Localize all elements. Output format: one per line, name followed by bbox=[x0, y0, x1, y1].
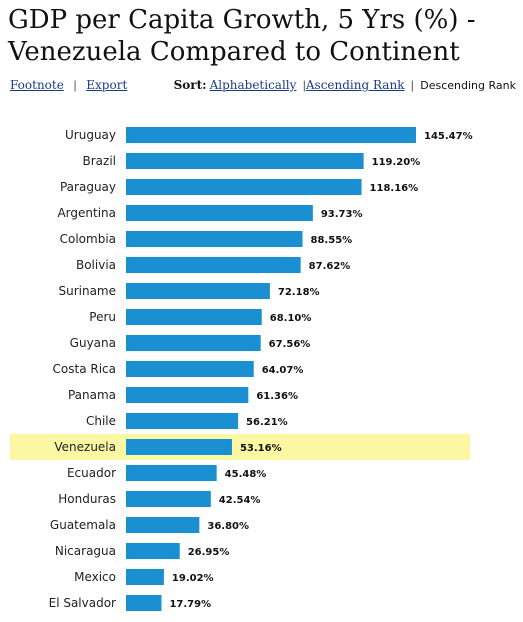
bar-bolivia[interactable] bbox=[126, 257, 301, 273]
category-label-chile: Chile bbox=[86, 414, 116, 428]
footnote-link[interactable]: Footnote bbox=[10, 78, 64, 92]
category-label-el-salvador: El Salvador bbox=[49, 596, 116, 610]
chart-title: GDP per Capita Growth, 5 Yrs (%) - Venez… bbox=[8, 4, 476, 68]
bar-peru[interactable] bbox=[126, 309, 262, 325]
value-label-ecuador: 45.48% bbox=[225, 469, 267, 480]
separator: | bbox=[66, 78, 84, 92]
category-label-guyana: Guyana bbox=[70, 336, 116, 350]
sort-label: Sort: bbox=[173, 78, 207, 92]
bar-argentina[interactable] bbox=[126, 205, 313, 221]
value-label-paraguay: 118.16% bbox=[370, 183, 419, 194]
bar-honduras[interactable] bbox=[126, 491, 211, 507]
highlight-row-venezuela bbox=[10, 434, 470, 460]
bar-brazil[interactable] bbox=[126, 153, 364, 169]
value-label-venezuela: 53.16% bbox=[240, 443, 282, 454]
separator: | bbox=[407, 78, 418, 92]
value-label-guyana: 67.56% bbox=[269, 339, 311, 350]
category-label-brazil: Brazil bbox=[83, 154, 117, 168]
bar-nicaragua[interactable] bbox=[126, 543, 180, 559]
value-label-costa-rica: 64.07% bbox=[262, 365, 304, 376]
value-label-mexico: 19.02% bbox=[172, 573, 214, 584]
category-label-honduras: Honduras bbox=[58, 492, 116, 506]
bar-panama[interactable] bbox=[126, 387, 249, 403]
value-label-nicaragua: 26.95% bbox=[188, 547, 230, 558]
value-label-bolivia: 87.62% bbox=[309, 261, 351, 272]
bar-guatemala[interactable] bbox=[126, 517, 200, 533]
sort-descending-current: Descending Rank bbox=[420, 79, 516, 92]
bar-ecuador[interactable] bbox=[126, 465, 217, 481]
category-label-paraguay: Paraguay bbox=[60, 180, 116, 194]
category-label-bolivia: Bolivia bbox=[76, 258, 116, 272]
value-label-honduras: 42.54% bbox=[219, 495, 261, 506]
category-label-mexico: Mexico bbox=[74, 570, 116, 584]
value-label-argentina: 93.73% bbox=[321, 209, 363, 220]
separator: | bbox=[299, 78, 306, 92]
category-label-colombia: Colombia bbox=[60, 232, 116, 246]
sort-ascending-link[interactable]: Ascending Rank bbox=[305, 78, 405, 92]
value-label-peru: 68.10% bbox=[270, 313, 312, 324]
bar-uruguay[interactable] bbox=[126, 127, 416, 143]
value-label-colombia: 88.55% bbox=[311, 235, 353, 246]
category-label-uruguay: Uruguay bbox=[65, 128, 116, 142]
value-label-chile: 56.21% bbox=[246, 417, 288, 428]
category-label-guatemala: Guatemala bbox=[50, 518, 116, 532]
value-label-el-salvador: 17.79% bbox=[169, 599, 211, 610]
bar-el-salvador[interactable] bbox=[126, 595, 162, 611]
bar-paraguay[interactable] bbox=[126, 179, 362, 195]
category-label-costa-rica: Costa Rica bbox=[53, 362, 116, 376]
category-label-venezuela: Venezuela bbox=[54, 440, 116, 454]
value-label-uruguay: 145.47% bbox=[424, 131, 473, 142]
sort-controls: Sort: Alphabetically |Ascending Rank | D… bbox=[174, 76, 516, 95]
export-link[interactable]: Export bbox=[86, 78, 128, 92]
category-label-suriname: Suriname bbox=[58, 284, 116, 298]
bar-suriname[interactable] bbox=[126, 283, 270, 299]
bar-venezuela[interactable] bbox=[126, 439, 232, 455]
bar-chile[interactable] bbox=[126, 413, 239, 429]
value-label-brazil: 119.20% bbox=[372, 157, 421, 168]
bar-guyana[interactable] bbox=[126, 335, 261, 351]
left-links: Footnote | Export bbox=[10, 76, 127, 94]
bar-mexico[interactable] bbox=[126, 569, 164, 585]
sort-alphabetically-link[interactable]: Alphabetically bbox=[209, 78, 297, 92]
value-label-suriname: 72.18% bbox=[278, 287, 320, 298]
value-label-panama: 61.36% bbox=[256, 391, 298, 402]
category-label-peru: Peru bbox=[89, 310, 116, 324]
title-line-2: Venezuela Compared to Continent bbox=[8, 37, 460, 67]
category-label-argentina: Argentina bbox=[57, 206, 116, 220]
category-label-panama: Panama bbox=[68, 388, 116, 402]
value-label-guatemala: 36.80% bbox=[207, 521, 249, 532]
category-label-nicaragua: Nicaragua bbox=[55, 544, 116, 558]
bar-colombia[interactable] bbox=[126, 231, 303, 247]
category-label-ecuador: Ecuador bbox=[67, 466, 116, 480]
toolbar: Footnote | Export Sort: Alphabetically |… bbox=[10, 76, 516, 94]
bar-costa-rica[interactable] bbox=[126, 361, 254, 377]
title-line-1: GDP per Capita Growth, 5 Yrs (%) - bbox=[8, 5, 476, 35]
